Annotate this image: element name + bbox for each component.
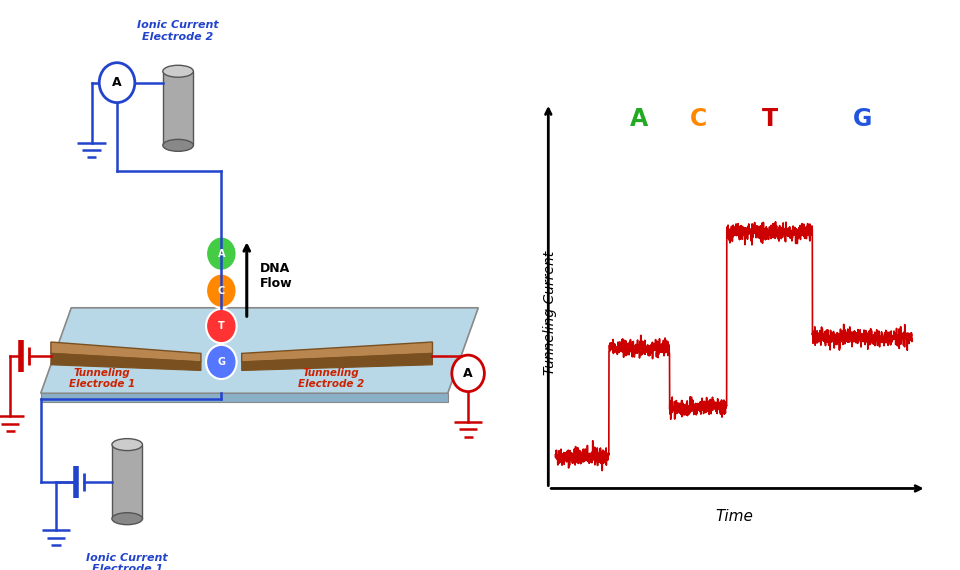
Text: C: C: [689, 107, 707, 131]
Ellipse shape: [112, 439, 142, 450]
Circle shape: [206, 309, 236, 343]
Circle shape: [452, 355, 485, 392]
Text: A: A: [630, 107, 648, 131]
Circle shape: [206, 345, 236, 379]
Circle shape: [206, 274, 236, 308]
Circle shape: [206, 237, 236, 271]
Text: DNA
Flow: DNA Flow: [259, 262, 292, 291]
Polygon shape: [242, 342, 432, 362]
Bar: [112, 445, 142, 519]
Ellipse shape: [163, 65, 193, 78]
Polygon shape: [51, 342, 201, 362]
Text: Ionic Current
Electrode 1: Ionic Current Electrode 1: [86, 553, 168, 570]
Text: Ionic Current
Electrode 2: Ionic Current Electrode 2: [137, 20, 219, 42]
Text: G: G: [217, 357, 226, 367]
Text: T: T: [761, 107, 778, 131]
Text: C: C: [218, 286, 225, 296]
Text: A: A: [218, 249, 225, 259]
Text: Tunneling
Electrode 2: Tunneling Electrode 2: [298, 368, 364, 389]
Bar: [163, 71, 193, 145]
Polygon shape: [242, 353, 432, 370]
Text: A: A: [112, 76, 122, 89]
Polygon shape: [40, 308, 478, 393]
Text: A: A: [464, 367, 473, 380]
Text: Tunneling
Electrode 1: Tunneling Electrode 1: [68, 368, 135, 389]
Ellipse shape: [112, 513, 142, 524]
Polygon shape: [51, 353, 201, 370]
Circle shape: [99, 63, 134, 103]
Text: T: T: [218, 321, 225, 331]
Text: Tunneling Current: Tunneling Current: [543, 251, 557, 376]
Text: Time: Time: [715, 510, 753, 524]
Text: G: G: [852, 107, 872, 131]
Ellipse shape: [163, 140, 193, 152]
Polygon shape: [40, 393, 447, 402]
